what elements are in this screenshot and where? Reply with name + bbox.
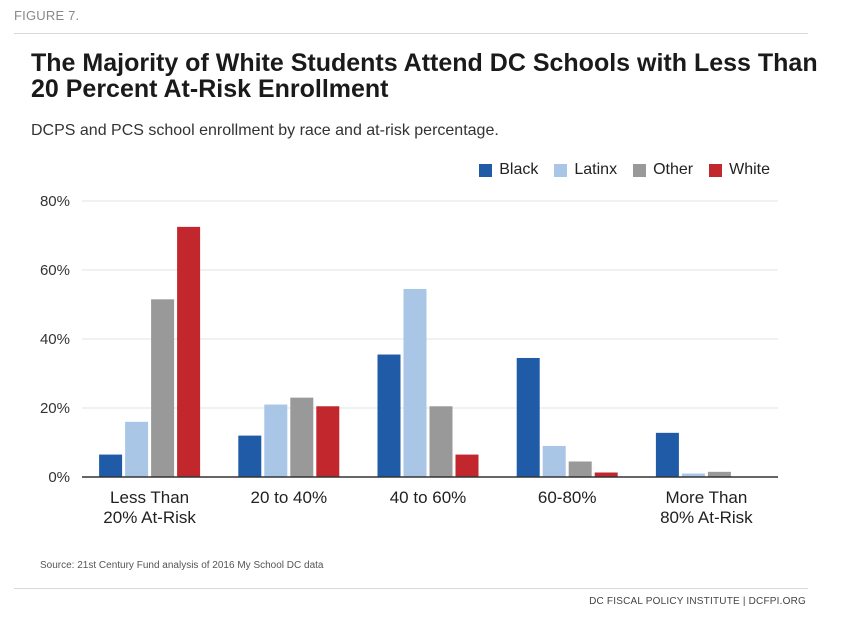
chart-title: The Majority of White Students Attend DC… (31, 49, 818, 103)
bar-black (655, 432, 679, 477)
legend-label: White (729, 161, 770, 178)
legend-item-black: Black (479, 161, 538, 179)
bar-white (177, 226, 201, 477)
x-tick-label: 60-80% (538, 488, 597, 507)
legend-label: Black (499, 161, 539, 178)
bar-latinx (542, 445, 566, 477)
bar-other (568, 461, 592, 477)
legend-swatch (709, 163, 723, 177)
bar-other (707, 471, 731, 477)
y-tick-label: 0% (48, 469, 70, 486)
legend-swatch (633, 163, 647, 177)
bar-white (455, 454, 479, 477)
x-tick-label: More Than (665, 488, 747, 507)
bar-latinx (681, 473, 705, 477)
legend-item-white: White (709, 161, 770, 179)
y-tick-label: 40% (40, 331, 70, 348)
legend-swatch (554, 163, 568, 177)
bar-latinx (264, 404, 288, 477)
x-tick-label: 20 to 40% (251, 488, 328, 507)
x-tick-label: 40 to 60% (390, 488, 467, 507)
legend-label: Other (653, 161, 694, 178)
legend-item-latinx: Latinx (554, 161, 617, 179)
x-tick-label: 20% At-Risk (103, 508, 196, 527)
x-tick-label: Less Than (110, 488, 189, 507)
x-tick-label: 80% At-Risk (660, 508, 753, 527)
source-note: Source: 21st Century Fund analysis of 20… (40, 560, 324, 571)
legend-item-other: Other (633, 161, 693, 179)
y-tick-label: 60% (40, 262, 70, 279)
y-tick-label: 80% (40, 193, 70, 210)
footer-credit: DC FISCAL POLICY INSTITUTE | DCFPI.ORG (589, 596, 806, 607)
chart-legend: Black Latinx Other White (479, 161, 770, 179)
y-tick-label: 20% (40, 400, 70, 417)
chart-subtitle: DCPS and PCS school enrollment by race a… (31, 122, 499, 139)
bar-black (238, 435, 262, 477)
bar-other (151, 299, 175, 477)
bar-black (99, 454, 123, 477)
bar-latinx (403, 288, 427, 477)
bar-white (594, 472, 618, 477)
bar-white (316, 406, 340, 477)
bar-other (429, 406, 453, 477)
legend-label: Latinx (574, 161, 618, 178)
bottom-divider (14, 588, 808, 589)
bar-black (377, 354, 401, 477)
legend-swatch (479, 163, 493, 177)
bar-other (290, 397, 314, 477)
top-divider (14, 33, 808, 34)
bar-latinx (125, 421, 149, 477)
bar-black (516, 357, 540, 477)
figure-label: FIGURE 7. (14, 8, 80, 23)
